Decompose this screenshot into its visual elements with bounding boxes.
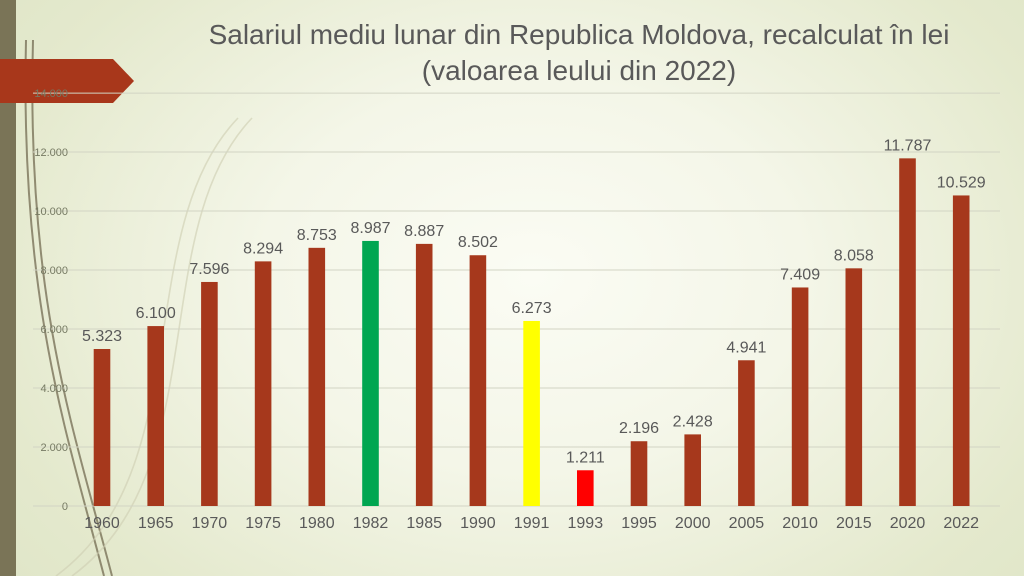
svg-text:2.428: 2.428 xyxy=(673,413,713,430)
svg-text:0: 0 xyxy=(62,501,68,513)
svg-text:8.887: 8.887 xyxy=(404,223,444,240)
svg-text:2022: 2022 xyxy=(943,515,979,532)
svg-text:2020: 2020 xyxy=(890,515,926,532)
svg-text:1970: 1970 xyxy=(192,515,228,532)
svg-text:1985: 1985 xyxy=(406,515,442,532)
svg-text:1975: 1975 xyxy=(245,515,281,532)
svg-text:2015: 2015 xyxy=(836,515,872,532)
svg-text:4.941: 4.941 xyxy=(726,339,766,356)
svg-text:8.058: 8.058 xyxy=(834,247,874,264)
svg-text:6.273: 6.273 xyxy=(512,300,552,317)
svg-text:2.000: 2.000 xyxy=(40,442,68,454)
svg-text:5.323: 5.323 xyxy=(82,328,122,345)
svg-text:2005: 2005 xyxy=(729,515,765,532)
svg-text:10.000: 10.000 xyxy=(34,206,68,218)
svg-text:7.409: 7.409 xyxy=(780,266,820,283)
svg-text:14.000: 14.000 xyxy=(34,88,68,100)
svg-text:2.196: 2.196 xyxy=(619,420,659,437)
svg-text:1960: 1960 xyxy=(84,515,120,532)
svg-text:6.000: 6.000 xyxy=(40,324,68,336)
svg-text:1990: 1990 xyxy=(460,515,496,532)
svg-text:2010: 2010 xyxy=(782,515,818,532)
svg-text:1980: 1980 xyxy=(299,515,335,532)
svg-text:1993: 1993 xyxy=(568,515,604,532)
svg-text:1965: 1965 xyxy=(138,515,174,532)
svg-text:8.753: 8.753 xyxy=(297,227,337,244)
svg-text:7.596: 7.596 xyxy=(189,261,229,278)
svg-text:8.502: 8.502 xyxy=(458,234,498,251)
svg-text:8.000: 8.000 xyxy=(40,265,68,277)
svg-text:4.000: 4.000 xyxy=(40,383,68,395)
svg-text:1991: 1991 xyxy=(514,515,550,532)
svg-text:8.294: 8.294 xyxy=(243,240,283,257)
svg-text:2000: 2000 xyxy=(675,515,711,532)
svg-text:1995: 1995 xyxy=(621,515,657,532)
svg-text:1.211: 1.211 xyxy=(566,449,605,466)
svg-text:12.000: 12.000 xyxy=(34,147,68,159)
svg-text:10.529: 10.529 xyxy=(937,174,986,191)
svg-text:1982: 1982 xyxy=(353,515,389,532)
svg-text:6.100: 6.100 xyxy=(136,305,176,322)
svg-text:11.787: 11.787 xyxy=(884,137,932,154)
svg-text:8.987: 8.987 xyxy=(350,220,390,237)
